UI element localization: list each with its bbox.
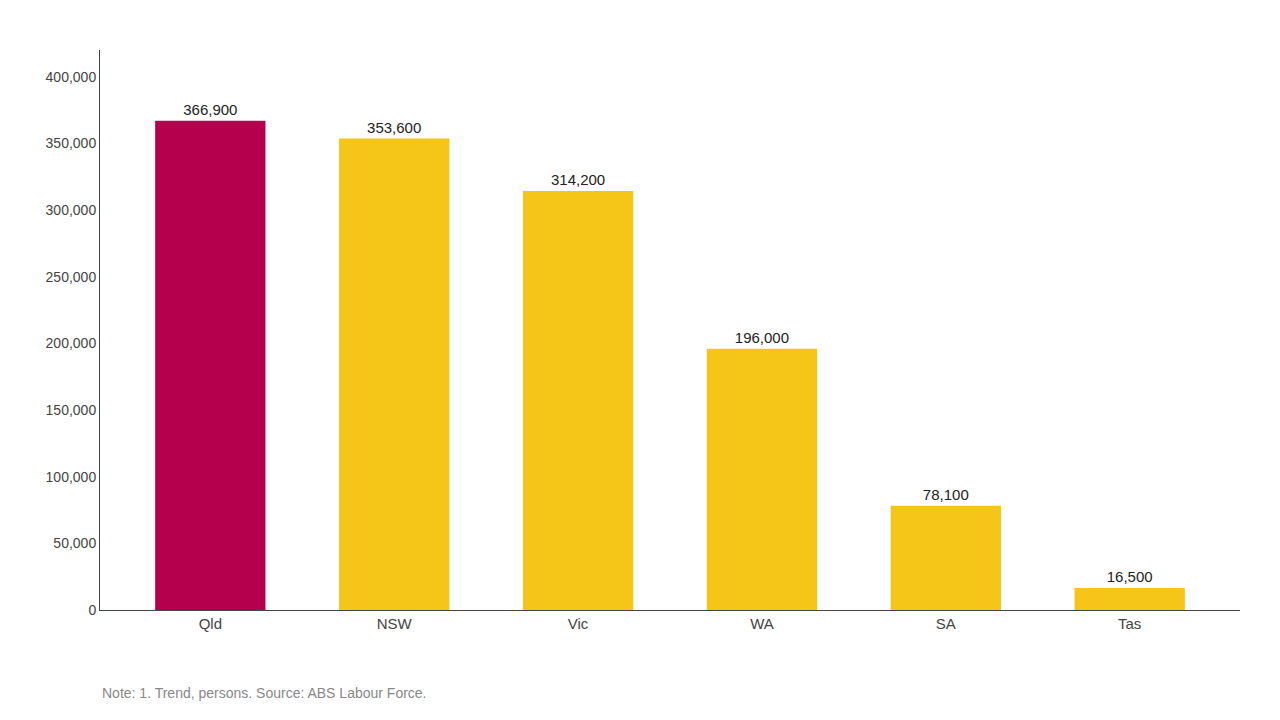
svg-text:100,000: 100,000 [46, 469, 97, 485]
svg-text:SA: SA [936, 615, 956, 632]
svg-text:400,000: 400,000 [46, 69, 97, 85]
svg-text:314,200: 314,200 [551, 171, 605, 188]
svg-text:Tas: Tas [1118, 615, 1141, 632]
svg-text:353,600: 353,600 [367, 119, 421, 136]
svg-text:50,000: 50,000 [53, 535, 96, 551]
svg-text:300,000: 300,000 [46, 202, 97, 218]
svg-text:150,000: 150,000 [46, 402, 97, 418]
svg-text:16,500: 16,500 [1107, 568, 1153, 585]
svg-text:350,000: 350,000 [46, 135, 97, 151]
svg-text:WA: WA [750, 615, 774, 632]
svg-text:200,000: 200,000 [46, 335, 97, 351]
svg-text:0: 0 [88, 602, 96, 618]
svg-text:Note: 1. Trend, persons. Sourc: Note: 1. Trend, persons. Source: ABS Lab… [102, 685, 427, 701]
svg-text:250,000: 250,000 [46, 269, 97, 285]
svg-text:NSW: NSW [377, 615, 413, 632]
svg-text:Vic: Vic [568, 615, 589, 632]
svg-text:Qld: Qld [199, 615, 222, 632]
svg-text:78,100: 78,100 [923, 486, 969, 503]
svg-text:196,000: 196,000 [735, 329, 789, 346]
svg-text:366,900: 366,900 [183, 101, 237, 118]
